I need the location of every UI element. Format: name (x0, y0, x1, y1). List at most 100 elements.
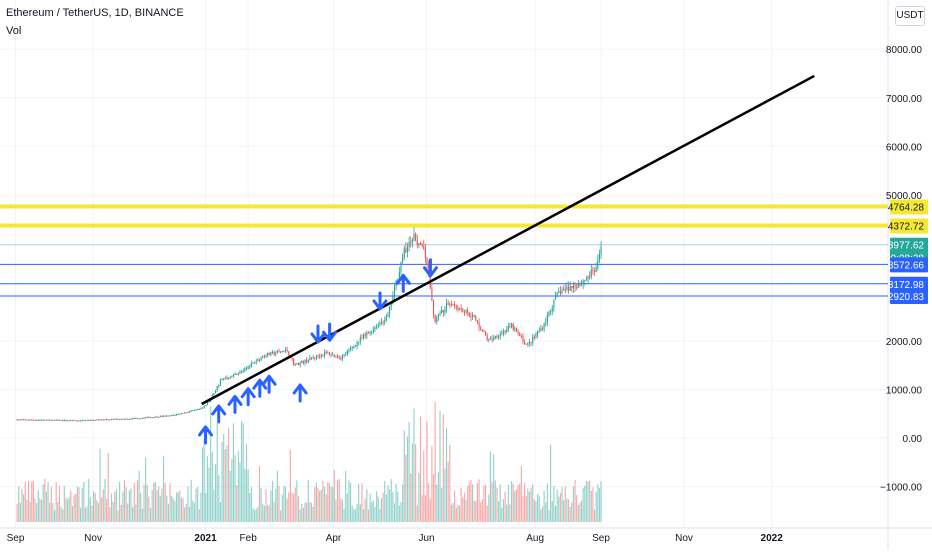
volume-bar (254, 510, 256, 522)
volume-bar (398, 505, 400, 522)
volume-bar (171, 495, 173, 522)
volume-bar (390, 479, 392, 522)
arrow-up-icon (292, 383, 308, 403)
candle-body (84, 420, 87, 422)
candle-body (123, 418, 126, 420)
volume-bar (577, 505, 579, 522)
candle-body (424, 248, 426, 259)
volume-bar (151, 490, 153, 522)
volume-bar (296, 480, 298, 522)
volume-bar (371, 502, 373, 522)
candle-body (566, 286, 568, 290)
x-tick-label: Sep (592, 533, 610, 544)
candle-body (392, 295, 394, 304)
volume-bar (491, 481, 493, 522)
volume-bar (499, 484, 501, 522)
candle-body (486, 335, 488, 340)
candle-body (460, 308, 462, 310)
volume-bar (358, 483, 360, 522)
candle-body (226, 377, 228, 379)
volume-bar (172, 498, 174, 522)
candle-body (128, 418, 130, 420)
volume-bar (437, 472, 439, 522)
volume-bar (519, 483, 521, 522)
candle-body (75, 420, 77, 422)
volume-bar (559, 492, 561, 522)
volume-bar (361, 483, 363, 522)
volume-bar (200, 492, 202, 522)
volume-bar (366, 489, 368, 522)
volume-bar (419, 416, 422, 522)
symbol-title: Ethereum / TetherUS, 1D, BINANCE (6, 7, 184, 19)
volume-bar (192, 500, 194, 522)
candle-body (579, 284, 581, 286)
candle-body (203, 405, 205, 408)
candle-body (171, 415, 173, 417)
volume-bar (94, 492, 96, 522)
volume-bar (16, 503, 18, 522)
candle-body (306, 359, 308, 363)
candle-body (88, 419, 90, 421)
volume-bar (133, 482, 135, 522)
volume-bar (68, 497, 70, 522)
candle-body (205, 405, 207, 407)
candle-body (524, 341, 526, 344)
candle-body (494, 336, 496, 339)
candle-body (275, 353, 277, 355)
volume-bar (138, 470, 140, 522)
candle-body (385, 315, 387, 321)
volume-bar (405, 454, 407, 522)
volume-bar (569, 506, 571, 522)
trend-line (201, 74, 815, 406)
volume-bar (271, 480, 274, 522)
volume-bar (55, 481, 57, 522)
candle-body (548, 312, 550, 316)
volume-bar (232, 423, 235, 522)
volume-bar (530, 487, 532, 522)
currency-button[interactable]: USDT (895, 6, 925, 26)
candle-body (236, 373, 238, 375)
volume-bar (488, 494, 490, 522)
candle-body (228, 377, 230, 379)
arrow-up-icon (261, 374, 277, 394)
volume-bar (286, 498, 288, 522)
candle-body (250, 363, 252, 368)
volume-bar (418, 472, 420, 522)
candle-body (132, 418, 134, 420)
candle-body (589, 276, 591, 278)
candle-body (387, 314, 389, 316)
arrow-up-icon (227, 394, 243, 414)
candle-body (219, 379, 222, 385)
volume-bar (250, 486, 252, 522)
candle-body (574, 285, 576, 288)
candle-body (146, 416, 148, 418)
volume-bar (29, 501, 31, 522)
volume-bar (476, 483, 479, 522)
volume-bar (515, 489, 518, 522)
volume-bar (267, 505, 269, 522)
volume-bar (502, 499, 505, 522)
volume-bar (156, 490, 158, 522)
candle-body (349, 348, 352, 350)
candle-body (498, 336, 500, 338)
volume-bar (117, 510, 119, 522)
candle-body (187, 412, 189, 414)
volume-bar (319, 490, 321, 522)
candle-body (444, 309, 446, 313)
volume-bar (576, 494, 578, 522)
candle-body (540, 328, 542, 331)
volume-bar (563, 499, 565, 522)
arrow-up-icon (198, 425, 214, 445)
candle-body (195, 409, 197, 411)
candle-body (49, 419, 51, 421)
volume-bar (452, 503, 454, 522)
volume-bar (400, 501, 402, 522)
candle-body (445, 303, 448, 310)
volume-bar (457, 504, 459, 522)
arrow-down-icon (322, 322, 338, 342)
volume-bar (571, 502, 573, 522)
candle-body (40, 419, 43, 421)
candle-body (356, 342, 358, 347)
